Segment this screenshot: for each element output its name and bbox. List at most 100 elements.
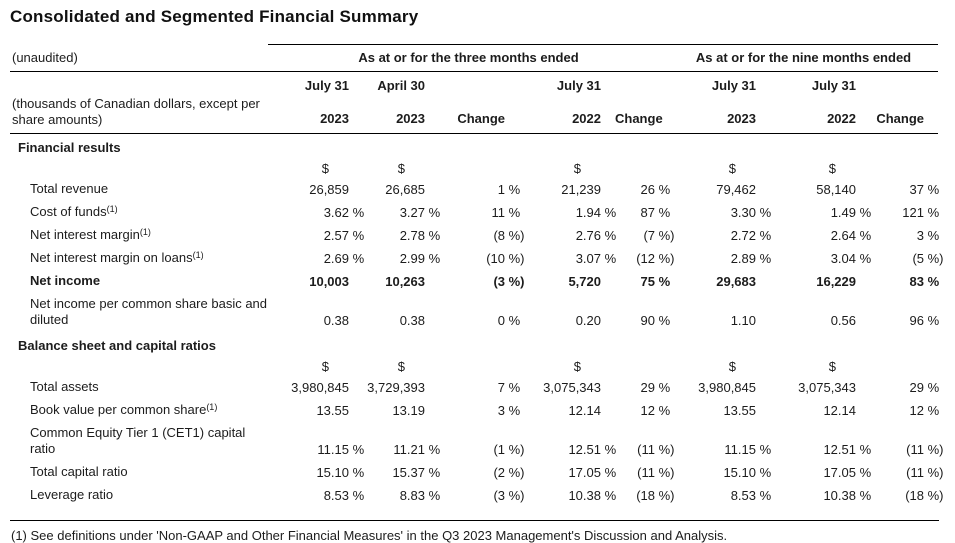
cell-value: 11.15 %	[724, 442, 772, 457]
cell-value: $	[321, 161, 329, 176]
cell-value: 1 %	[497, 182, 521, 197]
cell-value: 15.10 %	[316, 465, 365, 480]
currency-row: $ $ $ $ $	[10, 357, 938, 376]
cell-value: $	[573, 161, 581, 176]
cell-value: (3 %)	[493, 274, 525, 289]
cell-value	[439, 357, 519, 376]
month-header	[615, 72, 669, 97]
cell-value: (12 %)	[636, 251, 675, 266]
cell-value	[615, 159, 669, 178]
cell-value: 13.55	[316, 403, 349, 418]
row-label: Common Equity Tier 1 (CET1) capital rati…	[30, 425, 246, 456]
cell-value: 0.56	[830, 313, 856, 328]
cell-value: 29 %	[909, 380, 940, 395]
cell-value: 3.30 %	[730, 205, 772, 220]
data-row: Common Equity Tier 1 (CET1) capital rati…	[10, 422, 944, 461]
cell-value: 2.72 %	[730, 228, 772, 243]
cell-value: 17.05 %	[823, 465, 872, 480]
section-label: Financial results	[18, 140, 121, 155]
cell-value: 3,075,343	[543, 380, 601, 395]
year-header: Change	[615, 96, 669, 134]
units-note: (thousands of Canadian dollars, except p…	[10, 96, 268, 134]
cell-value: $	[828, 161, 836, 176]
cell-value: 16,229	[816, 274, 856, 289]
cell-value: 3,980,845	[291, 380, 349, 395]
row-label: Cost of funds(1)	[30, 204, 118, 219]
cell-value: 58,140	[816, 182, 856, 197]
data-row: Net interest margin(1) 2.57 % 2.78 % (8 %) 2…	[10, 224, 939, 247]
cell-value: 1.49 %	[830, 205, 872, 220]
cell-value: (10 %)	[486, 251, 525, 266]
row-label: Leverage ratio	[30, 487, 114, 502]
cell-value: 3,729,393	[367, 380, 425, 395]
cell-value: 12 %	[640, 403, 671, 418]
cell-value: 3.04 %	[830, 251, 872, 266]
cell-value: 3.27 %	[399, 205, 441, 220]
cell-value	[439, 159, 519, 178]
cell-value: 8.53 %	[323, 488, 365, 503]
cell-value: 26,859	[309, 182, 349, 197]
month-header: July 31	[711, 78, 756, 93]
cell-value: 87 %	[640, 205, 671, 220]
cell-value: 3.62 %	[323, 205, 365, 220]
data-row: Total assets 3,980,845 3,729,393 7 % 3,075,3…	[10, 376, 940, 399]
cell-value: 26,685	[385, 182, 425, 197]
cell-value: (3 %)	[493, 488, 525, 503]
cell-value: 12.14	[823, 403, 856, 418]
cell-value: 0.38	[399, 313, 425, 328]
row-label	[10, 357, 268, 376]
cell-value: 11.15 %	[317, 442, 365, 457]
cell-value: 29,683	[716, 274, 756, 289]
financial-summary-table: (unaudited) As at or for the three month…	[10, 44, 944, 507]
month-header: July 31	[556, 78, 601, 93]
cell-value: (18 %)	[905, 488, 944, 503]
cell-value: 12.51 %	[568, 442, 617, 457]
cell-value: (11 %)	[637, 465, 675, 480]
cell-value	[870, 357, 938, 376]
cell-value: $	[397, 359, 405, 374]
cell-value: (5 %)	[912, 251, 944, 266]
three-months-span-header: As at or for the three months ended	[268, 44, 669, 72]
cell-value: 3 %	[497, 403, 521, 418]
empty-cell	[10, 72, 268, 97]
row-label	[10, 159, 268, 178]
month-header	[439, 72, 519, 97]
cell-value: 13.19	[392, 403, 425, 418]
cell-value: 10,003	[309, 274, 349, 289]
year-header: 2022	[519, 96, 615, 134]
cell-value: 26 %	[640, 182, 671, 197]
year-header: 2022	[770, 96, 870, 134]
cell-value: 11.21 %	[393, 442, 441, 457]
table-header-month-row: July 31 April 30 July 31 July 31 July 31	[10, 72, 938, 97]
cell-value: 10.38 %	[568, 488, 617, 503]
cell-value: 7 %	[497, 380, 521, 395]
page-title: Consolidated and Segmented Financial Sum…	[10, 7, 419, 26]
data-row: Cost of funds(1) 3.62 % 3.27 % 11 % 1.94 % 87…	[10, 201, 939, 224]
cell-value: 29 %	[640, 380, 671, 395]
cell-value: 96 %	[909, 313, 940, 328]
cell-value: 12.14	[568, 403, 601, 418]
cell-value: 10,263	[385, 274, 425, 289]
month-header: July 31	[304, 78, 349, 93]
cell-value: 2.89 %	[730, 251, 772, 266]
cell-value: 0.20	[575, 313, 601, 328]
unaudited-label: (unaudited)	[10, 44, 268, 72]
cell-value: 8.83 %	[399, 488, 441, 503]
table-header-span-row: (unaudited) As at or for the three month…	[10, 44, 938, 72]
year-header: Change	[870, 96, 938, 134]
month-header: April 30	[377, 78, 425, 93]
cell-value: 3.07 %	[575, 251, 617, 266]
cell-value: $	[728, 359, 736, 374]
cell-value: 2.64 %	[830, 228, 872, 243]
year-header: Change	[439, 96, 519, 134]
cell-value: (7 %)	[643, 228, 675, 243]
cell-value: (11 %)	[906, 465, 944, 480]
cell-value: 1.94 %	[575, 205, 617, 220]
cell-value: 5,720	[568, 274, 601, 289]
data-row: Book value per common share(1) 13.55 13.19…	[10, 399, 939, 422]
year-header: 2023	[363, 96, 439, 134]
cell-value: $	[397, 161, 405, 176]
cell-value: 2.69 %	[323, 251, 365, 266]
cell-value: (11 %)	[637, 442, 675, 457]
